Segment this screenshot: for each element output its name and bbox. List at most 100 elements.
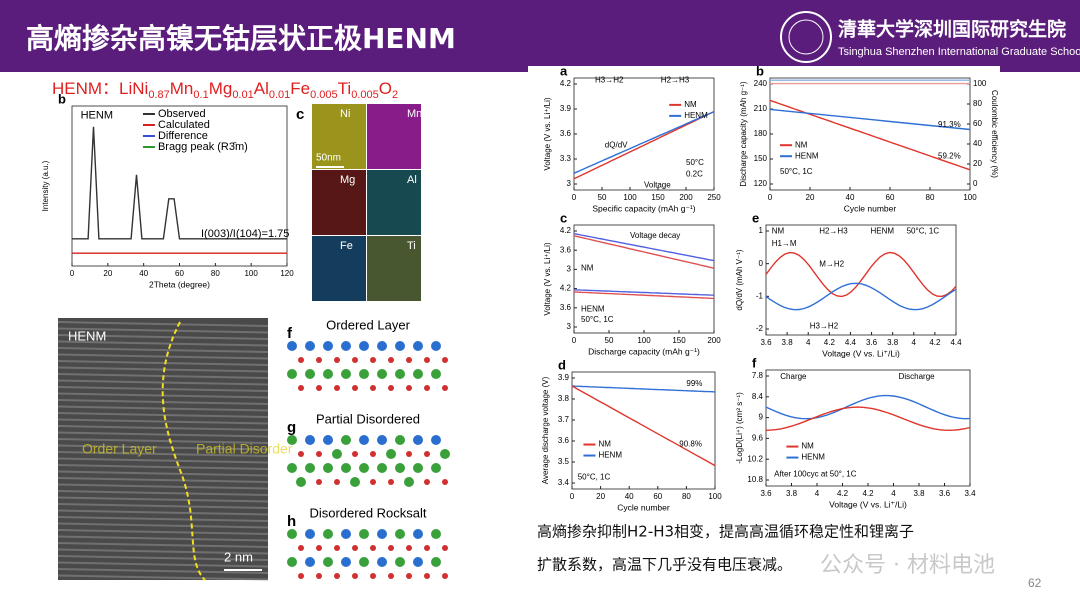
atom: [305, 369, 315, 379]
x-tick-label: 80: [926, 193, 935, 202]
x-tick-label: 20: [103, 269, 112, 278]
atom: [395, 557, 405, 567]
y-tick-label: 3.6: [560, 129, 572, 138]
annotation: 91.3%: [938, 120, 961, 129]
lattice-fringe: [57, 438, 269, 444]
atom: [359, 435, 369, 445]
formula-text: Ti: [338, 79, 352, 98]
atom: [406, 545, 412, 551]
decor-curve: [72, 126, 287, 240]
lattice-fringe: [57, 535, 269, 542]
atom: [316, 357, 322, 363]
structure-name: Partial Disordered: [316, 411, 420, 426]
y-tick-label: 3.6: [560, 303, 572, 312]
lattice-fringe: [57, 431, 269, 438]
formula-subscript: 0.01: [269, 89, 290, 101]
lattice-fringe: [57, 444, 269, 451]
atom: [413, 463, 423, 473]
eds-element: Ti: [407, 240, 416, 252]
atom: [287, 529, 297, 539]
decor-curve: [571, 385, 716, 393]
atom: [406, 357, 412, 363]
y-tick-label: 3.8: [558, 394, 570, 403]
atom: [352, 451, 358, 457]
annotation: HENM: [581, 304, 605, 313]
plot-frame: [571, 371, 716, 490]
x-tick-label: 4.4: [845, 338, 857, 347]
tem-scale: 2 nm: [224, 549, 253, 564]
atom: [404, 477, 414, 487]
legend-label: HENM: [598, 451, 622, 460]
scale-bar-label: 50nm: [316, 153, 341, 164]
panel-label: c: [560, 210, 567, 225]
atom: [352, 357, 358, 363]
eds-element: Fe: [340, 240, 353, 252]
y-tick-label: 9.6: [752, 434, 764, 443]
decor-curve: [573, 235, 715, 269]
x-axis-label: Cycle number: [844, 203, 897, 213]
x-tick-label: 100: [623, 193, 637, 202]
eds-map: [367, 236, 421, 301]
x-tick-label: 4.2: [824, 338, 836, 347]
atom: [395, 369, 405, 379]
x-tick-label: 0: [572, 193, 577, 202]
annotation: 50°C, 1C: [578, 472, 611, 481]
annotation: NM: [581, 263, 594, 272]
structure-name: Disordered Rocksalt: [309, 505, 426, 520]
x-tick-label: 3.8: [887, 338, 899, 347]
atom: [413, 557, 423, 567]
logo-inner: [788, 19, 824, 55]
y-tick-label: 3: [567, 179, 572, 188]
atom: [323, 557, 333, 567]
atom: [424, 357, 430, 363]
atom: [359, 463, 369, 473]
y-tick-label: 210: [754, 104, 768, 113]
atom: [413, 369, 423, 379]
x-tick-label: 0: [70, 269, 75, 278]
atom: [431, 463, 441, 473]
tem-label: Order Layer: [82, 441, 157, 457]
atom: [334, 479, 340, 485]
y2-tick-label: 60: [973, 119, 982, 128]
annotation: 50°C, 1C: [907, 227, 940, 236]
x-tick-label: 4: [912, 338, 917, 347]
eds-signal: [367, 236, 421, 301]
atom: [334, 357, 340, 363]
decor-curve: [769, 108, 971, 131]
lattice-fringe: [57, 555, 269, 561]
y-tick-label: 10.2: [747, 454, 763, 463]
eds-map: [312, 170, 366, 235]
y-tick-label: 4.2: [560, 226, 572, 235]
atom: [334, 545, 340, 551]
atom: [395, 463, 405, 473]
panel-label: h: [287, 513, 296, 530]
y-tick-label: 3.3: [560, 154, 572, 163]
atom: [287, 557, 297, 567]
x-tick-label: 4.2: [929, 338, 941, 347]
y-tick-label: 3: [567, 322, 572, 331]
decor-curve: [765, 282, 957, 311]
eds-signal: [312, 170, 366, 235]
x-axis-label: 2Theta (degree): [149, 279, 210, 289]
x-tick-label: 100: [244, 269, 258, 278]
atom: [395, 341, 405, 351]
x-tick-label: 150: [651, 193, 665, 202]
y-tick-label: 180: [754, 129, 768, 138]
atom: [442, 357, 448, 363]
panel-label: b: [756, 63, 764, 78]
lattice-fringe: [57, 327, 269, 334]
lattice-fringe: [57, 353, 269, 360]
lattice-fringe: [57, 418, 269, 425]
y-tick-label: 4.2: [560, 284, 572, 293]
atom: [442, 479, 448, 485]
lattice-fringe: [57, 568, 269, 574]
decor-curve: [573, 291, 715, 300]
x-axis-label: Discharge capacity (mAh g⁻¹): [588, 346, 700, 356]
header-bar: [0, 0, 1080, 72]
y-axis-label: dQ/dV (mAh V⁻¹): [735, 249, 744, 310]
x-tick-label: 100: [637, 336, 651, 345]
annotation: NM: [772, 227, 785, 236]
y-tick-label: 3.6: [558, 436, 570, 445]
legend-label: Difference: [158, 130, 208, 142]
atom: [413, 341, 423, 351]
